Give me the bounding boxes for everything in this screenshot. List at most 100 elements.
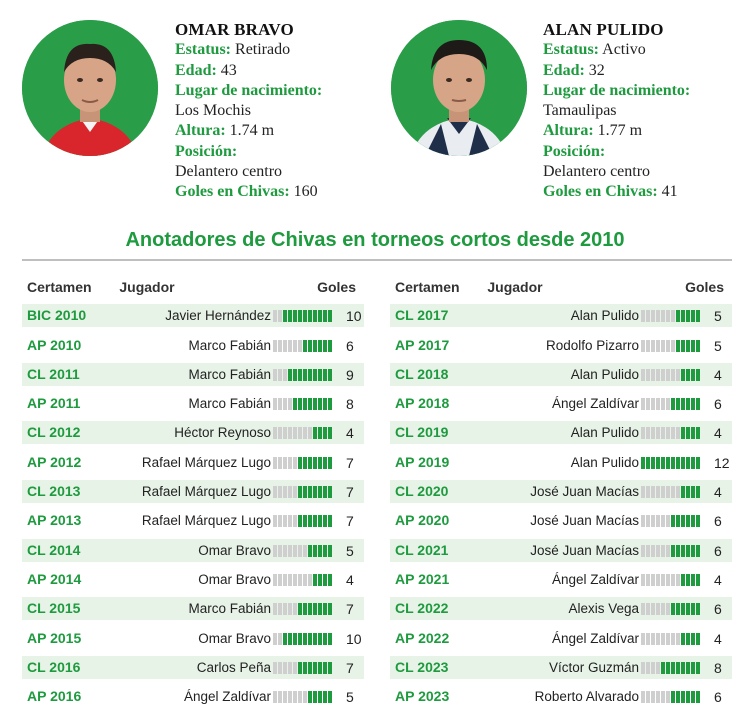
- goals-bar: [273, 603, 332, 616]
- goals-line: Goles en Chivas: 160: [175, 182, 375, 202]
- player-cell: Omar Bravo: [198, 571, 271, 587]
- bar-segment: [651, 310, 655, 323]
- bar-segment: [691, 632, 695, 645]
- goals-bar: [641, 339, 700, 352]
- birthplace-value: Tamaulipas: [543, 102, 617, 120]
- bar-segment: [666, 368, 670, 381]
- birthplace-value: Los Mochis: [175, 102, 251, 120]
- table-row: CL 2013 Rafael Márquez Lugo 7: [22, 480, 364, 504]
- bar-segment: [681, 661, 685, 674]
- bar-segment: [671, 398, 675, 411]
- bar-segment: [656, 632, 660, 645]
- goals-value: 4: [714, 484, 722, 501]
- bar-segment: [293, 368, 297, 381]
- tournament-cell: CL 2014: [27, 541, 81, 558]
- goals-value: 6: [714, 689, 722, 706]
- player-cell: Rafael Márquez Lugo: [141, 454, 271, 470]
- bar-segment: [686, 632, 690, 645]
- player-cell: Ángel Zaldívar: [183, 689, 271, 705]
- bar-segment: [288, 632, 292, 645]
- player-cell: Rafael Márquez Lugo: [141, 513, 271, 529]
- bar-segment: [293, 544, 297, 557]
- bar-segment: [676, 398, 680, 411]
- header-goals: Goles: [317, 279, 356, 295]
- bar-segment: [671, 632, 675, 645]
- bar-segment: [691, 339, 695, 352]
- bar-segment: [323, 427, 327, 440]
- tournament-cell: AP 2022: [395, 629, 450, 646]
- bar-segment: [656, 691, 660, 704]
- bar-segment: [313, 339, 317, 352]
- status-line: Estatus: Retirado: [175, 40, 375, 60]
- bar-segment: [666, 632, 670, 645]
- position-label: Posición:: [175, 142, 238, 160]
- tournament-cell: BIC 2010: [27, 307, 87, 324]
- goals-value: 4: [714, 571, 722, 588]
- bar-segment: [298, 661, 302, 674]
- bar-segment: [303, 456, 307, 469]
- bar-segment: [686, 515, 690, 528]
- bar-segment: [646, 661, 650, 674]
- tournament-cell: AP 2010: [27, 336, 82, 353]
- bar-segment: [308, 573, 312, 586]
- goals-bar: [273, 573, 332, 586]
- bar-segment: [696, 515, 700, 528]
- bar-segment: [651, 691, 655, 704]
- bar-segment: [676, 310, 680, 323]
- bar-segment: [696, 691, 700, 704]
- bar-segment: [641, 339, 645, 352]
- table-row: CL 2022 Alexis Vega 6: [390, 597, 732, 621]
- bar-segment: [676, 339, 680, 352]
- bar-segment: [318, 339, 322, 352]
- bar-segment: [641, 661, 645, 674]
- bar-segment: [273, 632, 277, 645]
- tournament-cell: AP 2023: [395, 688, 450, 705]
- bar-segment: [293, 573, 297, 586]
- bar-segment: [681, 573, 685, 586]
- bar-segment: [323, 456, 327, 469]
- bar-segment: [278, 544, 282, 557]
- table-row: AP 2022 Ángel Zaldívar 4: [390, 627, 732, 650]
- bar-segment: [283, 427, 287, 440]
- bar-segment: [691, 427, 695, 440]
- bar-segment: [651, 632, 655, 645]
- bar-segment: [278, 691, 282, 704]
- age-line: Edad: 43: [175, 61, 375, 81]
- height-label: Altura:: [175, 122, 226, 140]
- position-label: Posición:: [543, 142, 606, 160]
- bar-segment: [298, 398, 302, 411]
- bar-segment: [666, 456, 670, 469]
- bar-segment: [646, 368, 650, 381]
- bar-segment: [641, 427, 645, 440]
- table-row: CL 2023 Víctor Guzmán 8: [390, 655, 732, 679]
- table-row: CL 2011 Marco Fabián 9: [22, 362, 364, 386]
- bar-segment: [691, 603, 695, 616]
- bar-segment: [686, 339, 690, 352]
- tournament-cell: AP 2013: [27, 512, 82, 529]
- bar-segment: [661, 368, 665, 381]
- bar-segment: [691, 515, 695, 528]
- goals-bar: [273, 310, 332, 323]
- bar-segment: [666, 603, 670, 616]
- bar-segment: [303, 427, 307, 440]
- bar-segment: [696, 427, 700, 440]
- bar-segment: [323, 632, 327, 645]
- bar-segment: [293, 310, 297, 323]
- tournament-cell: AP 2017: [395, 336, 450, 353]
- bar-segment: [298, 486, 302, 499]
- bar-segment: [273, 427, 277, 440]
- bar-segment: [308, 661, 312, 674]
- bar-segment: [303, 368, 307, 381]
- goals-bar: [641, 661, 700, 674]
- bar-segment: [313, 632, 317, 645]
- bar-segment: [656, 368, 660, 381]
- goals-bar: [641, 398, 700, 411]
- goals-line: Goles en Chivas: 41: [543, 182, 743, 202]
- bar-segment: [278, 398, 282, 411]
- tournament-cell: AP 2015: [27, 629, 82, 646]
- status-label: Estatus:: [175, 41, 232, 59]
- bar-segment: [641, 456, 645, 469]
- goals-bar: [273, 544, 332, 557]
- goals-bar: [273, 398, 332, 411]
- goals-bar: [641, 515, 700, 528]
